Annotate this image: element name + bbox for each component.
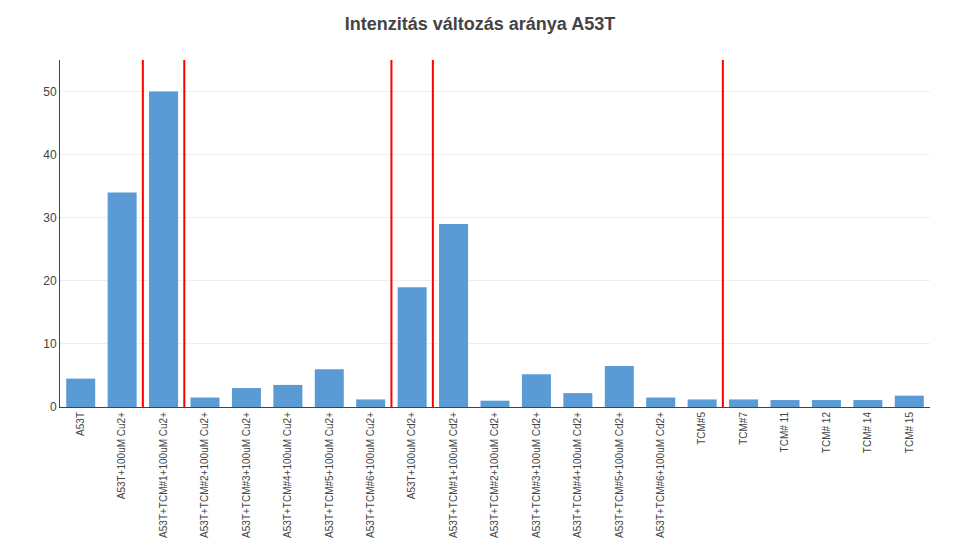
svg-text:A53T+TCM#4+100uM Cu2+: A53T+TCM#4+100uM Cu2+: [282, 412, 293, 538]
svg-text:Intenzitás változás aránya A53: Intenzitás változás aránya A53T: [345, 14, 615, 34]
svg-text:A53T+TCM#2+100uM Cd2+: A53T+TCM#2+100uM Cd2+: [489, 412, 500, 538]
svg-text:A53T: A53T: [75, 412, 86, 436]
svg-text:TCM#7: TCM#7: [738, 412, 749, 445]
svg-text:50: 50: [43, 85, 57, 99]
svg-text:TCM# 12: TCM# 12: [821, 412, 832, 454]
svg-text:A53T+TCM#1+100uM Cd2+: A53T+TCM#1+100uM Cd2+: [448, 412, 459, 538]
svg-text:A53T+TCM#6+100uM Cd2+: A53T+TCM#6+100uM Cd2+: [655, 412, 666, 538]
svg-text:40: 40: [43, 148, 57, 162]
svg-text:20: 20: [43, 274, 57, 288]
svg-text:TCM# 15: TCM# 15: [904, 412, 915, 454]
svg-text:A53T+TCM#5+100uM Cd2+: A53T+TCM#5+100uM Cd2+: [614, 412, 625, 538]
svg-text:A53T+TCM#5+100uM Cu2+: A53T+TCM#5+100uM Cu2+: [324, 412, 335, 538]
svg-text:TCM# 11: TCM# 11: [779, 412, 790, 453]
svg-text:0: 0: [50, 400, 57, 414]
svg-text:A53T+TCM#1+100uM Cu2+: A53T+TCM#1+100uM Cu2+: [158, 412, 169, 538]
svg-text:TCM#5: TCM#5: [696, 412, 707, 445]
svg-text:A53T+100uM Cd2+: A53T+100uM Cd2+: [406, 412, 417, 499]
svg-text:A53T+100uM Cu2+: A53T+100uM Cu2+: [116, 412, 127, 499]
svg-text:A53T+TCM#2+100uM Cu2+: A53T+TCM#2+100uM Cu2+: [199, 412, 210, 538]
svg-text:A53T+TCM#6+100uM Cu2+: A53T+TCM#6+100uM Cu2+: [365, 412, 376, 538]
svg-text:A53T+TCM#3+100uM Cd2+: A53T+TCM#3+100uM Cd2+: [531, 412, 542, 538]
svg-text:10: 10: [43, 337, 57, 351]
svg-text:TCM# 14: TCM# 14: [862, 412, 873, 454]
svg-text:30: 30: [43, 211, 57, 225]
svg-text:A53T+TCM#4+100uM Cd2+: A53T+TCM#4+100uM Cd2+: [572, 412, 583, 538]
svg-text:A53T+TCM#3+100uM Cu2+: A53T+TCM#3+100uM Cu2+: [241, 412, 252, 538]
